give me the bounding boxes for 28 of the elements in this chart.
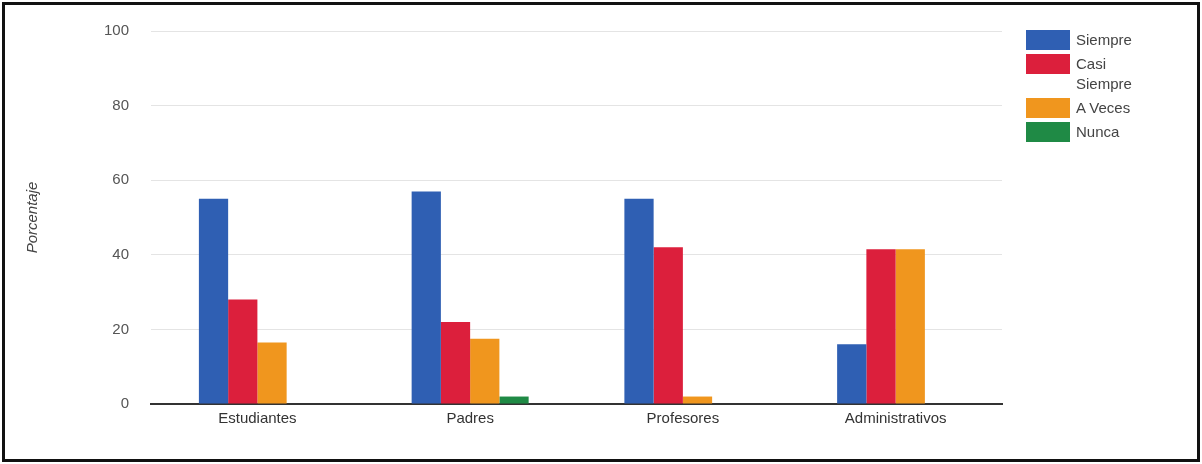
bar bbox=[499, 396, 529, 404]
bar bbox=[682, 396, 713, 404]
bar bbox=[411, 191, 441, 404]
y-tick-label: 0 bbox=[120, 394, 130, 412]
bar bbox=[257, 342, 287, 404]
bar bbox=[895, 249, 925, 404]
x-tick-label: Padres bbox=[446, 409, 494, 427]
legend-label: Casi Siempre bbox=[1076, 54, 1133, 94]
bar bbox=[440, 321, 471, 404]
bar bbox=[470, 338, 500, 404]
bar bbox=[837, 344, 867, 404]
y-tick-label: 40 bbox=[112, 244, 130, 262]
x-tick-label: Profesores bbox=[646, 409, 720, 427]
y-tick-label: 100 bbox=[104, 21, 130, 39]
legend-label: Nunca bbox=[1076, 122, 1121, 142]
bar bbox=[198, 198, 229, 404]
y-axis-title: Porcentaje bbox=[23, 181, 41, 254]
y-tick-label: 80 bbox=[112, 95, 130, 113]
bar bbox=[653, 247, 683, 404]
bar bbox=[624, 198, 654, 404]
y-tick-label: 20 bbox=[112, 319, 130, 337]
legend-label: Siempre bbox=[1076, 30, 1133, 50]
y-tick-label: 60 bbox=[112, 170, 130, 188]
x-tick-label: Administrativos bbox=[844, 409, 947, 427]
bar bbox=[866, 249, 896, 404]
bar bbox=[228, 299, 258, 404]
x-tick-label: Estudiantes bbox=[218, 409, 297, 427]
legend-label: A Veces bbox=[1076, 98, 1132, 118]
